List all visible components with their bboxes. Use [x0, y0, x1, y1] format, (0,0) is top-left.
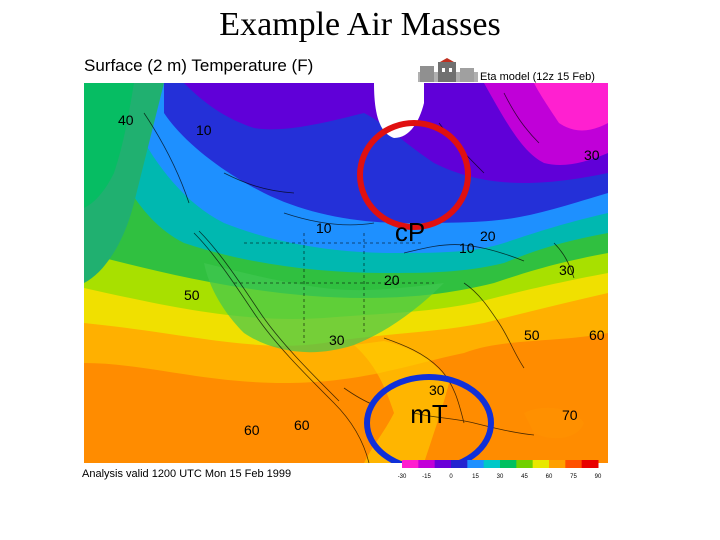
model-label: Eta model (12z 15 Feb) — [480, 71, 595, 83]
legend-swatch — [483, 460, 501, 468]
legend-swatch — [418, 460, 436, 468]
legend-swatch — [532, 460, 550, 468]
temperature-map: 40 10 10 30 20 10 20 50 30 50 60 30 30 6… — [84, 83, 608, 463]
contour-label: 30 — [429, 382, 445, 398]
contour-label: 60 — [589, 327, 605, 343]
legend-tick-label: -30 — [398, 474, 407, 480]
slide-title: Example Air Masses — [219, 6, 501, 43]
legend-swatch — [434, 460, 452, 468]
mt-air-mass-label: mT — [410, 399, 448, 429]
contour-label: 30 — [329, 332, 345, 348]
legend-tick-label: 90 — [595, 474, 602, 480]
contour-label: 60 — [294, 417, 310, 433]
contour-label: 40 — [118, 112, 134, 128]
legend-swatch — [467, 460, 485, 468]
mt-air-mass-circle — [364, 374, 494, 463]
contour-label: 20 — [384, 272, 400, 288]
contour-label: 10 — [196, 122, 212, 138]
legend-tick-label: 30 — [497, 474, 504, 480]
legend-swatch — [516, 460, 534, 468]
legend-swatch — [500, 460, 517, 468]
contour-label: 50 — [524, 327, 540, 343]
contour-label: 70 — [562, 407, 578, 423]
legend-swatch — [402, 460, 419, 468]
legend-swatch — [451, 460, 468, 468]
map-title: Surface (2 m) Temperature (F) — [84, 56, 314, 75]
cp-air-mass-circle — [357, 120, 471, 230]
legend-tick-label: 15 — [472, 474, 479, 480]
cp-air-mass-label: cP — [395, 217, 425, 247]
contour-label: 30 — [559, 262, 575, 278]
legend-tick-label: 45 — [521, 474, 528, 480]
map-panel: Surface (2 m) Temperature (F) Eta model … — [68, 50, 624, 490]
contour-label: 30 — [584, 147, 600, 163]
contour-label: 40 — [316, 460, 332, 463]
temperature-legend: -30 -15 0 15 30 45 60 75 90 — [398, 460, 602, 480]
legend-tick-label: 75 — [570, 474, 577, 480]
contour-label: 10 — [316, 220, 332, 236]
contour-label: 50 — [184, 287, 200, 303]
legend-swatch — [549, 460, 566, 468]
analysis-valid-label: Analysis valid 1200 UTC Mon 15 Feb 1999 — [82, 468, 292, 480]
legend-tick-label: -15 — [422, 474, 431, 480]
legend-tick-label: 0 — [449, 474, 453, 480]
logo-icon — [418, 58, 478, 82]
legend-swatch — [581, 460, 599, 468]
legend-tick-label: 60 — [546, 474, 553, 480]
contour-label: 60 — [244, 422, 260, 438]
contour-label: 10 — [459, 240, 475, 256]
contour-label: 20 — [480, 228, 496, 244]
legend-swatch — [565, 460, 583, 468]
